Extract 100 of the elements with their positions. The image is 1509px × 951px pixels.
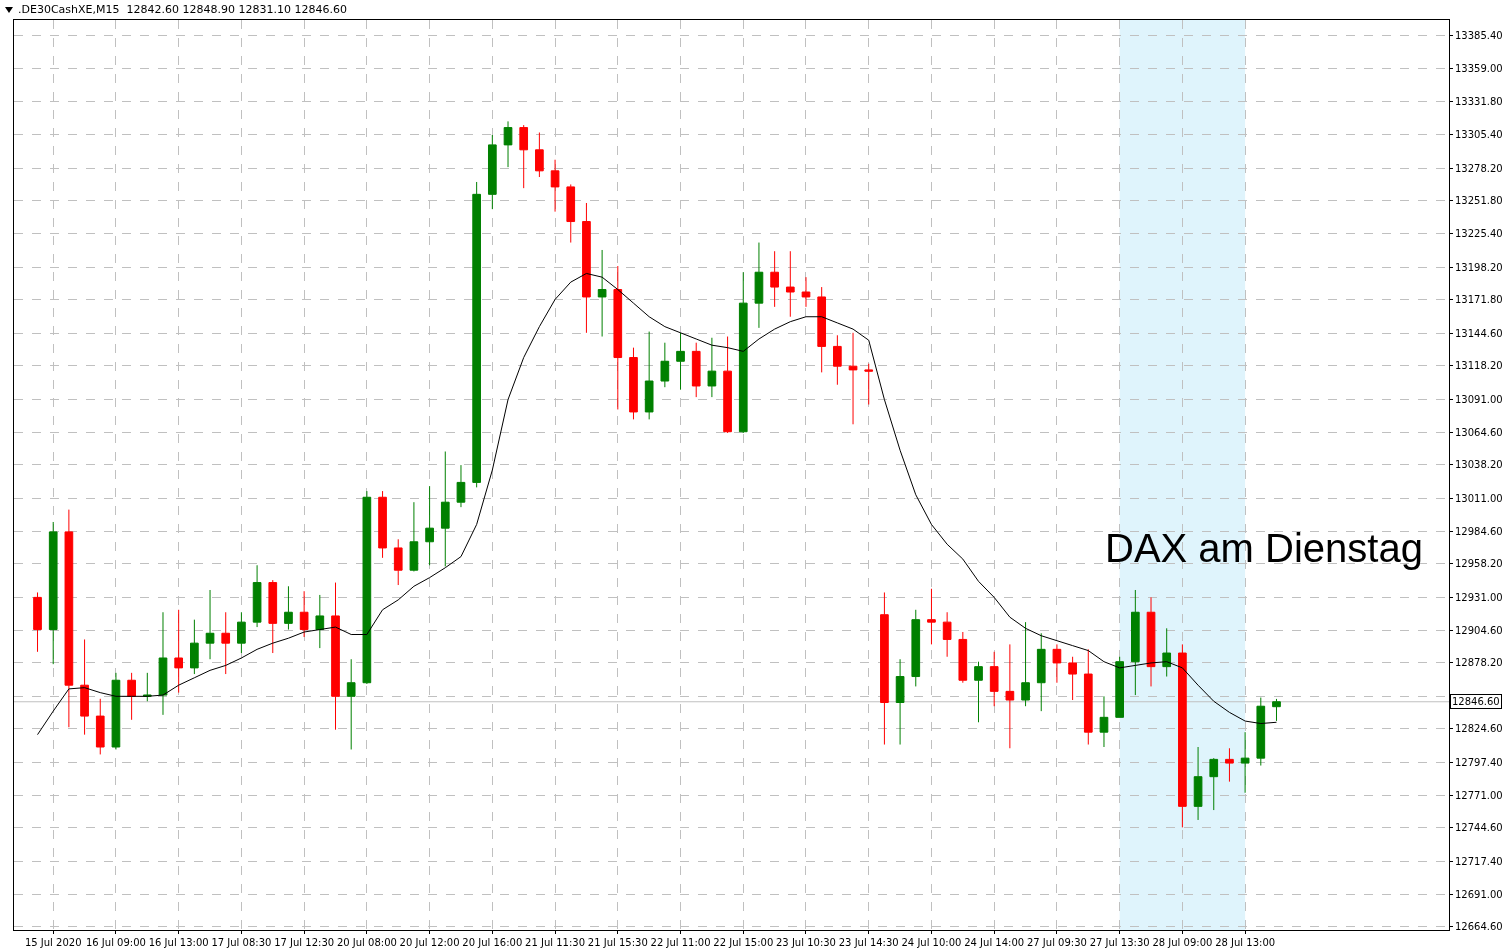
candlestick (676, 332, 685, 391)
annotation: DAX am Dienstag (1105, 526, 1423, 570)
candlestick (268, 579, 278, 654)
candlestick (785, 250, 795, 318)
candlestick (989, 651, 999, 707)
y-tick-label: 13331.80 (1455, 96, 1503, 108)
y-tick-label: 12691.00 (1455, 888, 1503, 900)
candlestick (738, 271, 748, 434)
candlestick (346, 658, 356, 750)
candlestick (1272, 698, 1281, 722)
y-tick-label: 13198.20 (1455, 261, 1503, 273)
x-tick-label: 15 Jul 2020 (24, 937, 82, 948)
candlestick (1162, 627, 1172, 678)
candlestick (629, 347, 638, 420)
y-tick-label: 12664.60 (1455, 921, 1503, 933)
x-tick-label: 17 Jul 12:30 (274, 937, 335, 948)
x-tick-label: 21 Jul 11:30 (525, 937, 586, 948)
candlestick (535, 132, 544, 178)
candlestick (1099, 695, 1109, 748)
y-tick-label: 13171.80 (1455, 294, 1503, 306)
candlestick (1256, 697, 1266, 767)
candlestick (284, 585, 293, 631)
candlestick (942, 611, 952, 658)
candlestick (205, 589, 215, 660)
x-tick-label: 20 Jul 16:00 (462, 937, 523, 948)
candlestick (456, 464, 466, 508)
y-tick-label: 12744.60 (1455, 822, 1503, 834)
y-tick-label: 13225.40 (1455, 227, 1503, 239)
candlestick (503, 120, 513, 168)
y-tick-label: 13011.00 (1455, 492, 1503, 504)
candlestick (613, 265, 623, 410)
candlestick (33, 591, 42, 653)
y-tick-label: 13091.00 (1455, 394, 1503, 406)
candlestick (64, 509, 74, 728)
x-tick-label: 22 Jul 11:00 (650, 937, 711, 948)
y-tick-label: 13118.20 (1455, 360, 1503, 372)
candlestick (237, 611, 246, 654)
candlestick (1036, 632, 1046, 712)
candlestick (519, 124, 529, 189)
candlestick (1131, 589, 1140, 696)
candlestick (880, 591, 889, 746)
candlestick (95, 698, 105, 755)
candlestick (1240, 731, 1250, 794)
chart-title: .DE30CashXE,M15 12842.60 12848.90 12831.10 12846.60 (18, 3, 347, 16)
candlestick (1193, 746, 1203, 821)
candlestick (927, 588, 936, 645)
y-tick-label: 13144.60 (1455, 327, 1503, 339)
candlestick (487, 134, 497, 210)
x-tick-label: 23 Jul 14:30 (838, 937, 899, 948)
candlestick (582, 202, 591, 334)
x-tick-label: 28 Jul 13:00 (1215, 937, 1276, 948)
y-tick-label: 13064.60 (1455, 426, 1503, 438)
candlestick (331, 582, 340, 731)
candlestick (974, 661, 983, 723)
candlestick (895, 658, 905, 746)
x-tick-label: 17 Jul 08:30 (211, 937, 272, 948)
candlestick (190, 619, 199, 675)
candlestick (378, 490, 387, 559)
candlestick (1146, 596, 1156, 687)
candlestick (754, 242, 764, 329)
candlestick (911, 609, 921, 687)
candlestick (848, 332, 858, 425)
y-tick-label: 12797.40 (1455, 757, 1503, 769)
candlestick (440, 451, 450, 567)
x-tick-label: 16 Jul 09:00 (85, 937, 146, 948)
x-tick-label: 22 Jul 15:00 (713, 937, 774, 948)
candlestick (111, 672, 121, 750)
candlestick (1068, 656, 1077, 701)
candlestick (707, 337, 717, 398)
y-tick-label: 13359.00 (1455, 62, 1503, 74)
candlestick (252, 564, 262, 628)
candlestick (362, 490, 372, 685)
y-tick-label: 13251.80 (1455, 195, 1503, 207)
candlestick (1178, 643, 1187, 828)
x-tick-label: 27 Jul 13:30 (1089, 937, 1150, 948)
y-tick-label: 13278.20 (1455, 162, 1503, 174)
x-tick-label: 16 Jul 13:00 (148, 937, 209, 948)
y-tick-label: 12878.20 (1455, 657, 1503, 669)
candlestick (597, 249, 607, 338)
candlestick (691, 342, 701, 398)
candlestick (566, 183, 576, 244)
candlestick (550, 159, 560, 213)
candlestick (1209, 757, 1219, 811)
candlestick (315, 594, 325, 649)
x-tick-label: 20 Jul 12:00 (399, 937, 460, 948)
candlestick (1115, 656, 1124, 718)
x-tick-label: 21 Jul 15:30 (587, 937, 648, 948)
candlestick (817, 286, 827, 373)
y-tick-label: 13038.20 (1455, 459, 1503, 471)
candlestick (174, 609, 184, 694)
ref-line-label: 12846.60 (1452, 696, 1500, 707)
candlestick (80, 638, 89, 736)
candlestick (833, 334, 842, 386)
y-tick-label: 12771.00 (1455, 789, 1503, 801)
candlestick (770, 250, 779, 308)
y-tick-label: 13385.40 (1455, 30, 1503, 42)
candlestick (425, 485, 434, 566)
candlestick (158, 611, 168, 716)
candlestick (127, 672, 136, 721)
x-tick-label: 23 Jul 10:30 (776, 937, 836, 948)
